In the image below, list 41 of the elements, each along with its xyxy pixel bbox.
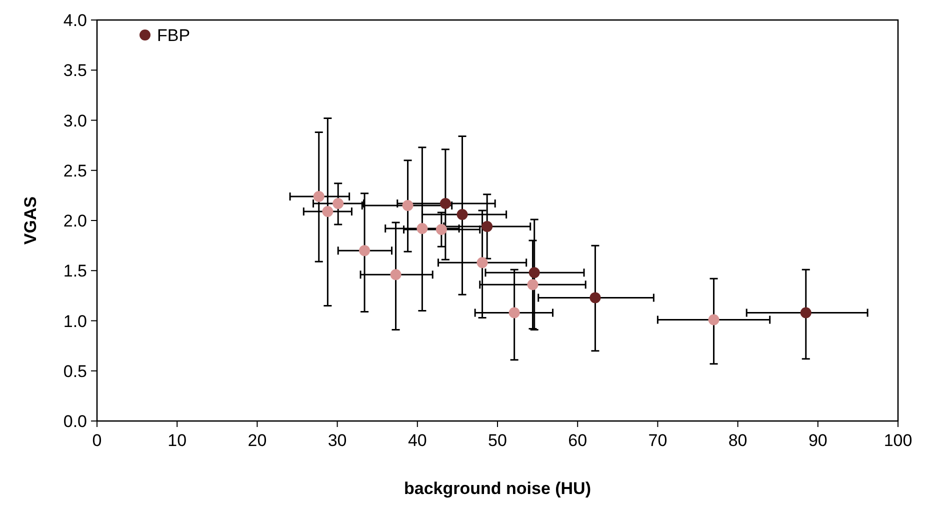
point [527, 279, 538, 290]
point [402, 200, 414, 211]
y-tick-label: 3.0 [63, 111, 87, 130]
x-axis-title: background noise (HU) [404, 479, 592, 498]
point [313, 190, 324, 202]
point [482, 221, 493, 232]
y-tick-label: 0.0 [63, 412, 87, 431]
y-tick-label: 1.5 [63, 262, 87, 281]
point [590, 292, 601, 304]
y-tick-label: 1.0 [63, 312, 87, 331]
point [800, 307, 812, 318]
x-tick-label: 60 [568, 431, 588, 450]
y-tick-label: 2.0 [63, 212, 87, 230]
point [436, 224, 447, 236]
x-tick-label: 70 [648, 431, 668, 450]
y-axis-title: VGAS [21, 196, 40, 245]
x-tick-label: 0 [92, 431, 102, 450]
x-tick-label: 20 [248, 431, 267, 450]
point [390, 269, 402, 280]
x-tick-label: 50 [488, 431, 507, 450]
legend-label: FBP [157, 26, 190, 45]
x-tick-label: 80 [728, 431, 748, 450]
point [322, 206, 334, 217]
point [359, 245, 370, 256]
x-tick-label: 90 [808, 431, 828, 450]
point [508, 307, 520, 318]
y-tick-label: 2.5 [63, 161, 87, 180]
point [440, 198, 451, 209]
x-tick-label: 10 [168, 431, 187, 450]
y-tick-label: 0.5 [63, 362, 87, 381]
x-tick-label: 30 [328, 431, 347, 450]
point [476, 257, 488, 268]
y-tick-label: 4.0 [63, 11, 87, 30]
point [456, 208, 468, 220]
point [332, 198, 344, 209]
point [528, 267, 540, 278]
point [708, 314, 720, 326]
point [416, 223, 428, 234]
x-tick-label: 40 [408, 431, 427, 450]
x-tick-label: 100 [884, 431, 912, 450]
y-tick-label: 3.5 [63, 61, 87, 80]
